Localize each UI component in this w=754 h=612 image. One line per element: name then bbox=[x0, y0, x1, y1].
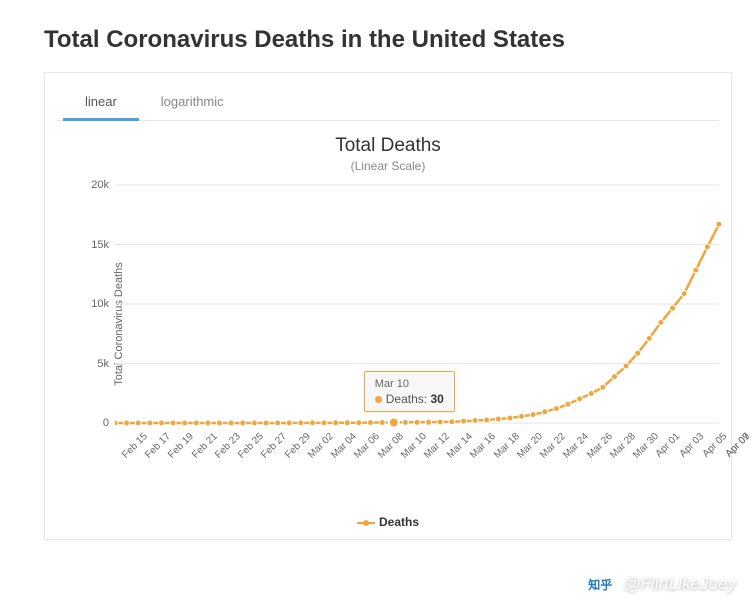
ytick-label: 20k bbox=[91, 179, 109, 191]
zhihu-logo-icon: 知乎 bbox=[583, 575, 617, 593]
legend-label: Deaths bbox=[379, 515, 419, 529]
watermark: 知乎 @FlirtLikeJoey bbox=[583, 574, 736, 594]
ytick-label: 15k bbox=[91, 239, 109, 251]
ytick-label: 5k bbox=[97, 358, 109, 370]
legend: Deaths bbox=[57, 515, 719, 529]
xtick-label: Apr 09 bbox=[724, 431, 753, 460]
chart-title: Total Deaths bbox=[57, 135, 719, 157]
tabs: linear logarithmic bbox=[57, 83, 719, 121]
legend-symbol-icon bbox=[357, 519, 375, 527]
chart-svg bbox=[115, 179, 725, 469]
tab-linear[interactable]: linear bbox=[63, 84, 139, 121]
chart-subtitle: (Linear Scale) bbox=[57, 159, 719, 173]
tab-logarithmic[interactable]: logarithmic bbox=[139, 84, 246, 121]
watermark-handle: @FlirtLikeJoey bbox=[623, 574, 736, 594]
ytick-label: 0 bbox=[103, 417, 109, 429]
chart-card: linear logarithmic Total Deaths (Linear … bbox=[44, 72, 732, 540]
ytick-label: 10k bbox=[91, 298, 109, 310]
plot-area: Total Coronavirus Deaths 05k10k15k20k Fe… bbox=[61, 179, 715, 469]
page-title: Total Coronavirus Deaths in the United S… bbox=[44, 26, 754, 54]
